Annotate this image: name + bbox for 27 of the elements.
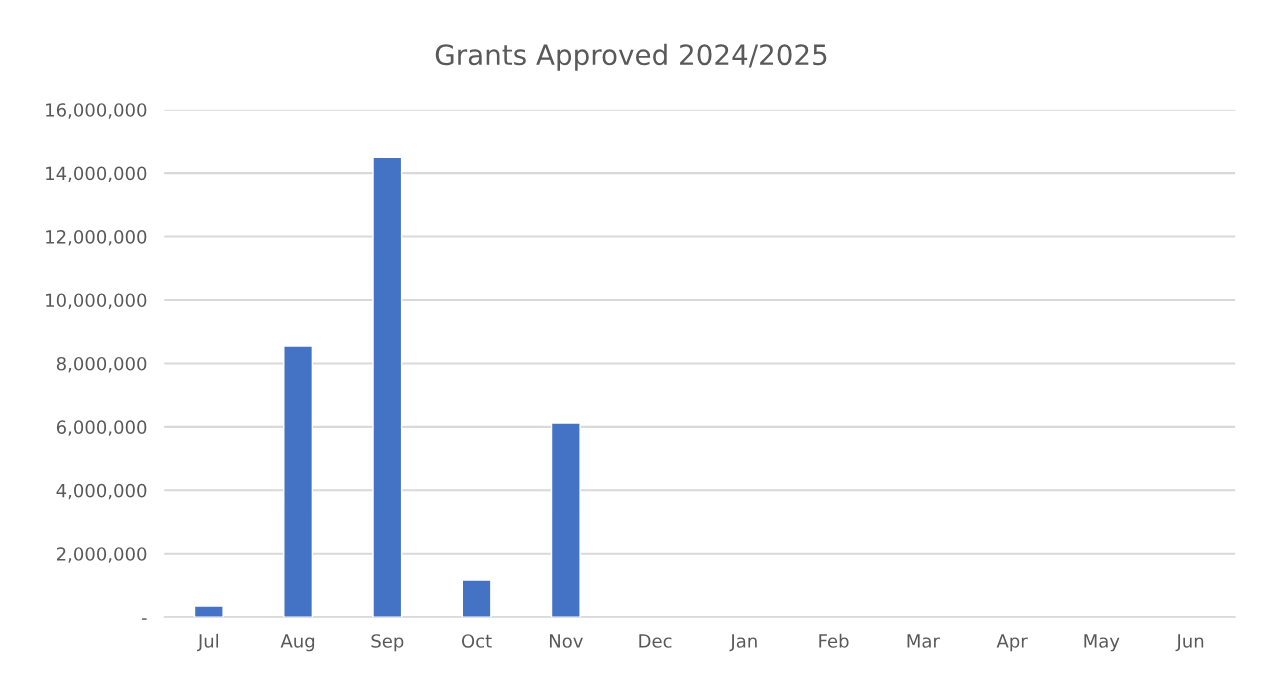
y-tick-label: 14,000,000 [46, 166, 147, 183]
x-tick-label: Jun [1175, 634, 1204, 652]
y-tick-label: - [141, 618, 147, 620]
bar [193, 605, 224, 618]
x-tick-label: Nov [549, 634, 583, 648]
bar [283, 345, 314, 618]
x-tick-label: Jul [196, 633, 219, 652]
y-tick-label: 2,000,000 [56, 547, 147, 563]
x-tick-label: Mar [907, 634, 940, 648]
x-tick-label: Feb [819, 633, 849, 648]
bar [461, 579, 492, 618]
y-tick-label: 16,000,000 [46, 103, 147, 119]
y-tick-label: 12,000,000 [46, 230, 147, 246]
x-tick-label: Aug [280, 634, 315, 652]
bar [550, 422, 581, 618]
x-tick-label: Jan [729, 634, 757, 652]
chart-title: Grants Approved 2024/2025 [435, 43, 827, 71]
bar [372, 156, 403, 618]
y-tick-label: 8,000,000 [56, 356, 147, 373]
x-tick-label: May [1084, 634, 1120, 652]
x-tick-label: Apr [996, 634, 1028, 652]
x-tick-label: Dec [639, 634, 672, 648]
y-tick-label: 10,000,000 [46, 293, 147, 309]
y-tick-label: 6,000,000 [56, 420, 147, 436]
x-tick-label: Oct [461, 634, 492, 648]
x-tick-label: Sep [371, 634, 404, 652]
y-tick-label: 4,000,000 [56, 483, 147, 500]
